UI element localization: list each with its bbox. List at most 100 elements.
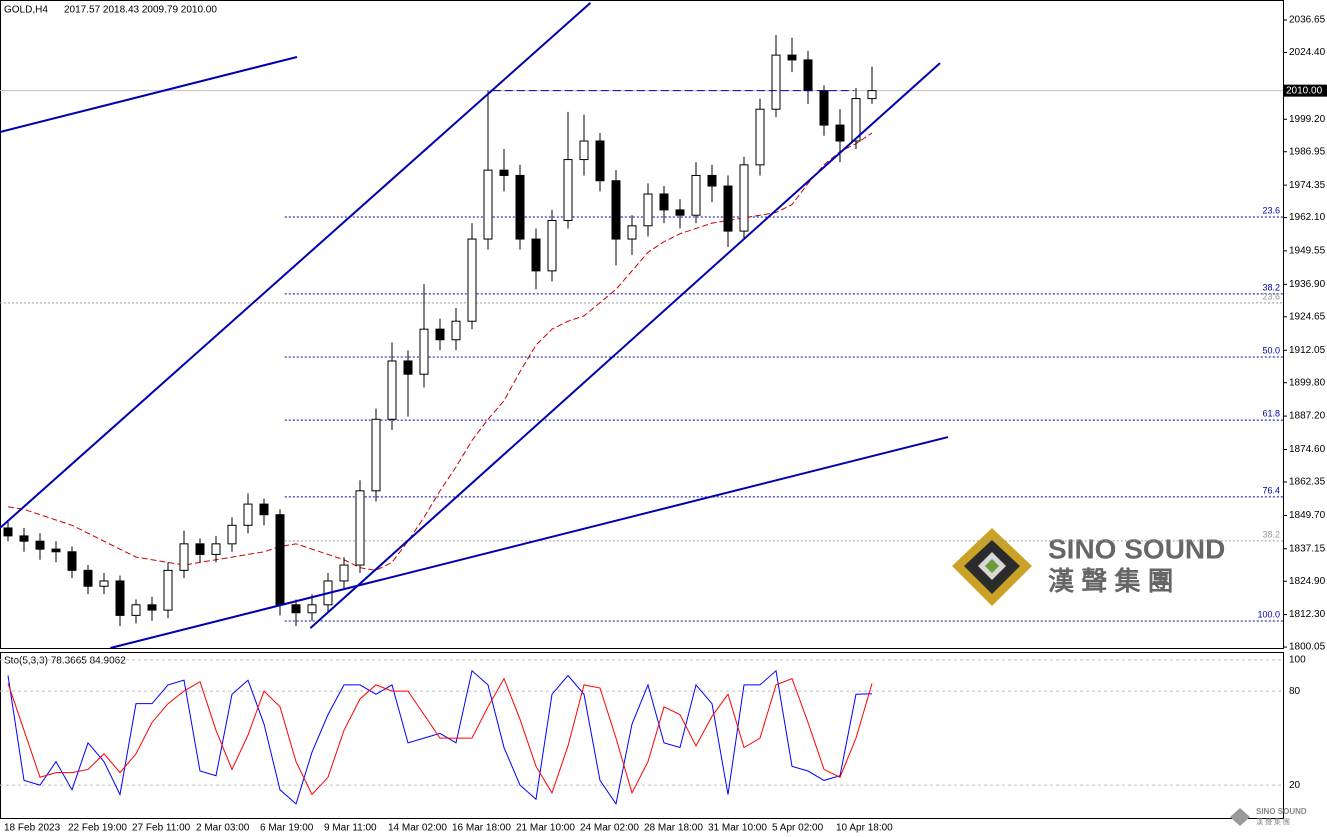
y-tick-label: 20 [1289,780,1301,791]
logo-name: SINO SOUND [1048,533,1225,564]
candle-body [771,54,781,110]
x-tick-label: 9 Mar 11:00 [324,823,377,834]
candle-body [99,580,109,587]
y-tick-label: 1974.35 [1289,180,1326,191]
candle-body [67,551,77,571]
candle-body [803,59,813,92]
candle-body [51,548,61,553]
candle-body [675,209,685,216]
candle-body [259,503,269,516]
chart-header: 2017.57 2018.43 2009.79 2010.00 [64,5,217,16]
trend-line [110,436,949,649]
candle-body [355,490,365,566]
candle-body [563,159,573,222]
y-tick-label: 1812.30 [1289,609,1326,620]
x-tick-label: 10 Apr 18:00 [836,823,893,834]
candle-body [35,540,45,550]
candle-body [835,124,845,142]
y-tick-label: 1899.80 [1289,377,1326,388]
y-tick-label: 1862.35 [1289,477,1326,488]
candle-body [819,90,829,126]
y-tick-label: 1887.20 [1289,411,1326,422]
candle-body [499,169,509,176]
candle-body [403,360,413,375]
x-tick-label: 28 Mar 18:00 [644,823,703,834]
candle-body [483,169,493,240]
x-tick-label: 27 Feb 11:00 [132,823,191,834]
sub-panel-border [0,652,1284,819]
x-tick-label: 14 Mar 02:00 [388,823,447,834]
candle-body [531,238,541,272]
logo-chinese: 漢 聲 集 團 [1048,566,1174,596]
y-tick-label: 1999.20 [1289,114,1326,125]
y-tick-label: 1962.10 [1289,212,1326,223]
fib-label: 100.0 [1257,609,1280,619]
candle-body [723,185,733,232]
y-tick-label: 2036.65 [1289,15,1326,26]
candle-body [371,418,381,492]
x-tick-label: 31 Mar 10:00 [708,823,767,834]
y-tick-label: 1837.15 [1289,543,1326,554]
fib-label: 23.6 [1262,205,1280,215]
candle-body [515,174,525,240]
candle-body [195,543,205,555]
candle-body [659,193,669,211]
candle-body [467,238,477,322]
small-logo-name: SINO SOUND [1256,807,1307,816]
y-tick-label: 80 [1289,686,1301,697]
candle-body [579,140,589,161]
candle-body [147,604,157,611]
candle-body [435,328,445,341]
trend-line [309,62,941,629]
candle-body [131,604,141,616]
candle-body [691,174,701,216]
fib-label: 50.0 [1262,345,1280,355]
candle-body [3,527,13,537]
y-tick-label: 1849.70 [1289,510,1326,521]
y-tick-label: 1949.55 [1289,245,1326,256]
moving-average [7,132,873,571]
candle-body [275,514,285,606]
x-tick-label: 16 Mar 18:00 [452,823,511,834]
fib-label: 61.8 [1262,408,1280,418]
small-logo [1230,808,1250,826]
x-tick-label: 2 Mar 03:00 [196,823,250,834]
y-tick-label: 1874.60 [1289,444,1326,455]
candle-body [243,503,253,526]
candle-body [547,220,557,272]
x-tick-label: 18 Feb 2023 [4,823,61,834]
x-tick-label: 24 Mar 02:00 [580,823,639,834]
candle-body [339,564,349,582]
trend-line [0,2,592,529]
fib-label: 23.6 [1262,291,1280,301]
candle-body [83,569,93,587]
candle-body [867,90,877,100]
y-tick-label: 1912.05 [1289,345,1326,356]
candle-body [707,174,717,187]
candle-body [307,604,317,614]
logo-diamond [985,559,999,573]
candle-body [643,193,653,227]
candle-body [227,524,237,545]
candle-body [611,180,621,240]
trend-line [0,56,298,133]
small-logo-chinese: 漢 聲 集 團 [1256,817,1290,826]
candle-body [419,328,429,375]
current-price-box [1283,84,1327,97]
candle-body [211,543,221,555]
candle-body [851,98,861,142]
y-tick-label: 100 [1289,654,1306,665]
candle-body [787,54,797,61]
current-price-label: 2010.00 [1286,85,1323,96]
candle-body [115,580,125,616]
candle-body [19,535,29,542]
candle-body [627,225,637,240]
x-tick-label: 22 Feb 19:00 [68,823,127,834]
logo: SINO SOUND 漢 聲 集 團 SINO SOUND 漢 聲 集 團 [952,528,1307,826]
candle-body [179,543,189,571]
candle-body [739,164,749,232]
candle-body [755,108,765,166]
fib-label: 38.2 [1262,529,1280,539]
y-tick-label: 2024.40 [1289,47,1326,58]
